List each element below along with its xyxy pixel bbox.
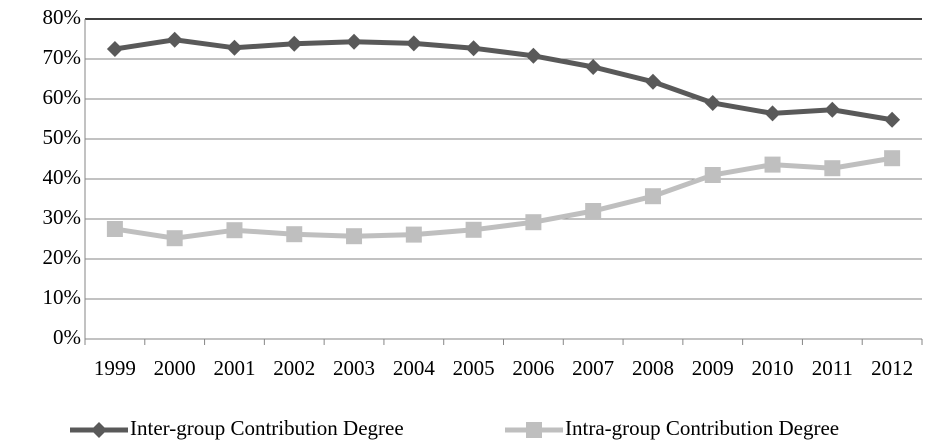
marker [226, 39, 243, 56]
y-tick-label: 60% [43, 85, 82, 109]
series-line [114, 37, 893, 123]
marker [91, 422, 107, 438]
marker [465, 221, 482, 238]
x-tick-label: 2009 [692, 356, 734, 380]
marker [286, 226, 303, 243]
marker [465, 40, 482, 57]
x-tick-label: 2008 [632, 356, 674, 380]
marker [286, 35, 303, 52]
x-tick-label: 2010 [752, 356, 794, 380]
marker [346, 33, 363, 50]
marker [346, 228, 363, 245]
legend-label: Intra-group Contribution Degree [565, 416, 839, 440]
y-tick-label: 10% [43, 285, 82, 309]
x-tick-label: 2003 [333, 356, 375, 380]
marker [525, 214, 542, 231]
x-tick-label: 2005 [453, 356, 495, 380]
marker [166, 31, 183, 48]
x-tick-label: 2007 [572, 356, 614, 380]
y-tick-label: 40% [43, 165, 82, 189]
y-tick-label: 80% [43, 5, 82, 29]
marker [405, 35, 422, 52]
marker [226, 222, 243, 239]
x-tick-label: 2011 [812, 356, 853, 380]
marker [526, 422, 542, 438]
y-tick-label: 30% [43, 205, 82, 229]
x-tick-label: 2002 [273, 356, 315, 380]
marker [704, 167, 721, 183]
marker [166, 230, 183, 247]
y-tick-label: 0% [53, 325, 81, 349]
marker [644, 188, 661, 205]
x-tick-label: 2000 [154, 356, 196, 380]
x-tick-label: 2001 [213, 356, 255, 380]
x-tick-label: 2006 [512, 356, 554, 380]
marker [405, 226, 422, 243]
marker [585, 203, 602, 219]
marker [106, 41, 123, 57]
series-line [114, 155, 893, 241]
y-tick-label: 70% [43, 45, 82, 69]
marker [525, 47, 542, 64]
marker [824, 101, 841, 118]
legend-label: Inter-group Contribution Degree [130, 416, 404, 440]
marker [884, 150, 901, 167]
x-tick-label: 1999 [94, 356, 136, 380]
y-tick-label: 50% [43, 125, 82, 149]
marker [764, 105, 781, 122]
y-tick-label: 20% [43, 245, 82, 269]
marker [644, 73, 661, 90]
marker [704, 95, 721, 111]
x-tick-label: 2012 [871, 356, 913, 380]
x-tick-label: 2004 [393, 356, 436, 380]
marker [824, 160, 841, 177]
marker [585, 59, 602, 75]
marker [884, 111, 901, 128]
marker [764, 156, 781, 173]
marker [106, 221, 123, 237]
